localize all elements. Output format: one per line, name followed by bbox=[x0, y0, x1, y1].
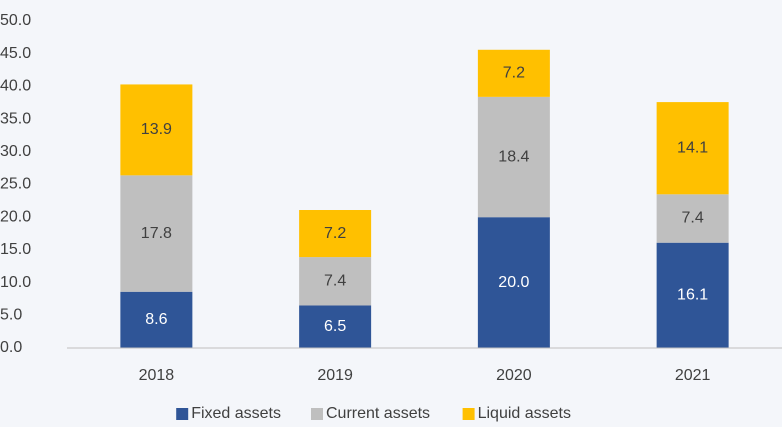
bar-segment bbox=[656, 242, 729, 348]
y-tick-label: 40.0 bbox=[0, 78, 31, 95]
legend-label: Fixed assets bbox=[191, 405, 281, 422]
legend-label: Liquid assets bbox=[478, 405, 571, 422]
y-tick-label: 50.0 bbox=[0, 12, 31, 29]
bar-segment bbox=[477, 49, 550, 97]
y-tick-label: 10.0 bbox=[0, 274, 31, 291]
x-tick-label: 2021 bbox=[675, 367, 711, 384]
y-tick-label: 45.0 bbox=[0, 45, 31, 62]
bar-segment bbox=[656, 194, 729, 243]
legend-swatch bbox=[462, 408, 475, 420]
data-label: 6.5 bbox=[324, 318, 346, 335]
bar-segment bbox=[656, 102, 729, 195]
y-tick-label: 35.0 bbox=[0, 110, 31, 127]
x-tick-label: 2019 bbox=[317, 367, 353, 384]
y-tick-label: 20.0 bbox=[0, 208, 31, 225]
y-tick-label: 30.0 bbox=[0, 143, 31, 160]
data-label: 18.4 bbox=[498, 148, 529, 165]
bar-segment bbox=[120, 84, 193, 176]
y-tick-label: 15.0 bbox=[0, 241, 31, 258]
bar-segment bbox=[477, 96, 550, 218]
data-label: 7.2 bbox=[324, 225, 346, 242]
data-label: 7.2 bbox=[503, 65, 525, 82]
bar-segment bbox=[299, 257, 372, 306]
y-tick-label: 0.0 bbox=[0, 339, 22, 356]
y-tick-label: 5.0 bbox=[0, 307, 22, 324]
bar-segment bbox=[477, 217, 550, 348]
data-label: 7.4 bbox=[682, 210, 704, 227]
bar-segment bbox=[299, 210, 372, 258]
data-label: 13.9 bbox=[141, 121, 172, 138]
legend-label: Current assets bbox=[326, 405, 430, 422]
data-label: 20.0 bbox=[498, 274, 529, 291]
data-label: 8.6 bbox=[145, 311, 167, 328]
data-label: 16.1 bbox=[677, 287, 708, 304]
data-label: 17.8 bbox=[141, 225, 172, 242]
data-label: 7.4 bbox=[324, 273, 346, 290]
legend-swatch bbox=[311, 408, 323, 420]
bar-segment bbox=[120, 175, 193, 292]
legend-swatch bbox=[176, 408, 189, 420]
bar-segment bbox=[120, 291, 193, 348]
y-tick-label: 25.0 bbox=[0, 176, 31, 193]
data-label: 14.1 bbox=[677, 139, 708, 156]
x-tick-label: 2018 bbox=[139, 367, 175, 384]
bar-segment bbox=[299, 305, 372, 348]
x-tick-label: 2020 bbox=[496, 367, 532, 384]
